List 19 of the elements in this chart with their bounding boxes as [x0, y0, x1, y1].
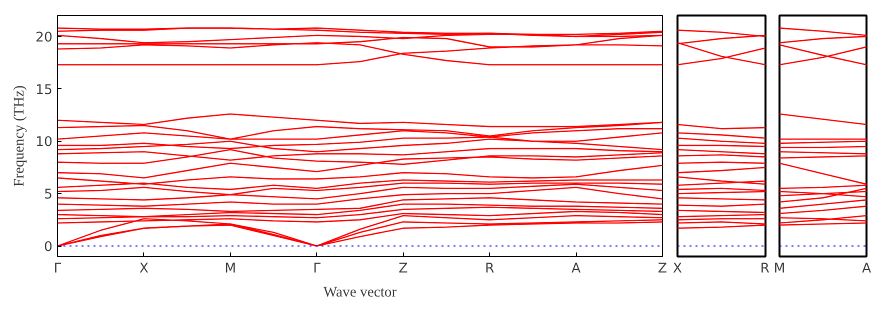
x-tick-label: A — [862, 262, 872, 276]
y-tick-label: 10 — [36, 135, 53, 150]
y-tick-label: 0 — [44, 240, 53, 256]
y-tick-label: 20 — [36, 30, 53, 46]
x-tick-label: A — [572, 262, 581, 276]
x-tick-label: M — [774, 262, 786, 276]
x-tick-label: R — [760, 262, 770, 276]
y-tick-label: 5 — [44, 188, 53, 203]
x-tick-label: X — [672, 262, 682, 276]
x-tick-label: Γ — [313, 262, 322, 276]
x-tick-label: Z — [658, 262, 668, 276]
x-tick-label: Γ — [54, 262, 62, 276]
x-tick-label: X — [139, 262, 149, 276]
x-tick-label: M — [224, 262, 236, 276]
y-axis-title: Frequency (THz) — [12, 85, 28, 187]
x-tick-label: Z — [398, 262, 408, 276]
y-tick-label: 15 — [36, 82, 53, 98]
x-tick-label: R — [485, 262, 494, 276]
x-axis-title: Wave vector — [323, 284, 397, 300]
